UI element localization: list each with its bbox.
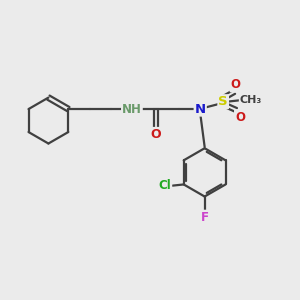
- Text: S: S: [218, 95, 228, 108]
- Text: CH₃: CH₃: [240, 95, 262, 105]
- Text: F: F: [201, 211, 208, 224]
- Text: O: O: [235, 110, 245, 124]
- Text: NH: NH: [122, 103, 142, 116]
- Text: O: O: [151, 128, 161, 141]
- Text: Cl: Cl: [158, 179, 171, 192]
- Text: O: O: [231, 78, 241, 92]
- Text: N: N: [195, 103, 206, 116]
